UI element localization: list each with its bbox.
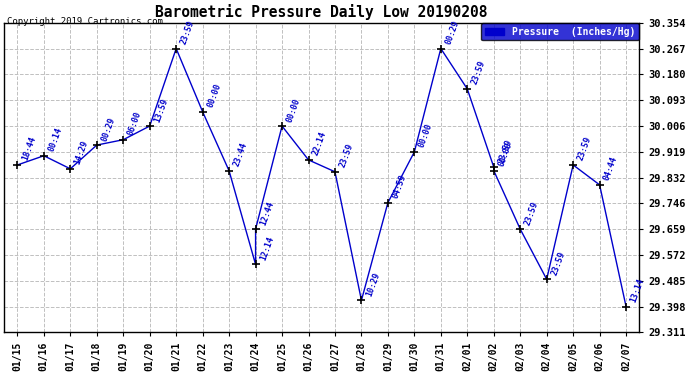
Text: 00:00: 00:00	[285, 97, 302, 123]
Text: 22:14: 22:14	[311, 130, 328, 157]
Text: 13:14: 13:14	[629, 277, 646, 304]
Text: 00:00: 00:00	[206, 82, 222, 109]
Text: 04:59: 04:59	[391, 173, 408, 200]
Text: 23:59: 23:59	[470, 60, 487, 86]
Text: 12:44: 12:44	[258, 200, 275, 226]
Text: 00:00: 00:00	[417, 123, 434, 149]
Title: Barometric Pressure Daily Low 20190208: Barometric Pressure Daily Low 20190208	[155, 4, 488, 20]
Text: 04:44: 04:44	[602, 156, 620, 182]
Text: 10:29: 10:29	[364, 271, 381, 298]
Text: 00:14: 00:14	[47, 126, 63, 153]
Legend: Pressure  (Inches/Hg): Pressure (Inches/Hg)	[481, 23, 640, 40]
Text: 23:59: 23:59	[179, 19, 196, 46]
Text: 00:29: 00:29	[444, 19, 461, 46]
Text: 23:59: 23:59	[337, 142, 355, 169]
Text: 23:44: 23:44	[232, 141, 249, 168]
Text: 00:29: 00:29	[99, 116, 117, 142]
Text: 23:59: 23:59	[549, 250, 566, 276]
Text: 23:59: 23:59	[523, 200, 540, 226]
Text: 23:59: 23:59	[497, 138, 513, 164]
Text: 00:00: 00:00	[497, 141, 513, 168]
Text: 06:00: 06:00	[126, 110, 143, 137]
Text: Copyright 2019 Cartronics.com: Copyright 2019 Cartronics.com	[7, 17, 163, 26]
Text: 12:14: 12:14	[258, 235, 275, 262]
Text: 18:44: 18:44	[20, 136, 37, 162]
Text: 23:59: 23:59	[576, 136, 593, 162]
Text: 14:29: 14:29	[73, 140, 90, 166]
Text: 13:59: 13:59	[152, 97, 170, 123]
